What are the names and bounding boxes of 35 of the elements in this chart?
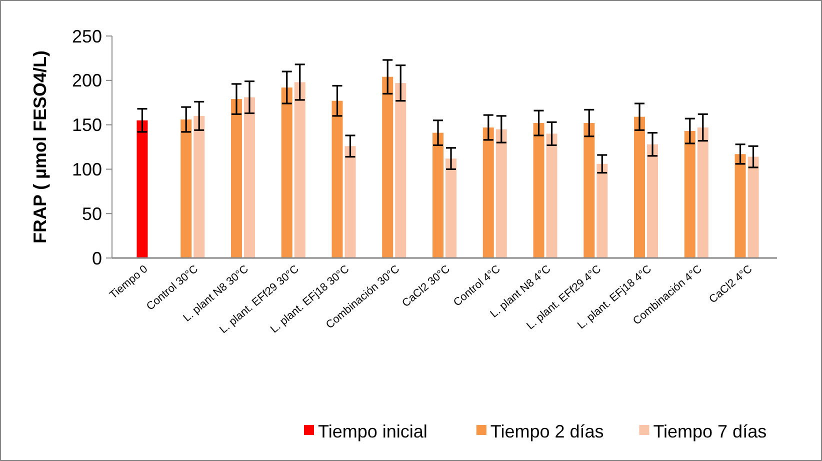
legend-label: Tiempo 7 días xyxy=(653,421,767,442)
bar xyxy=(446,158,456,258)
y-tick-label: 100 xyxy=(72,160,102,180)
bar xyxy=(734,154,746,258)
bar xyxy=(596,164,608,258)
bar xyxy=(344,146,356,258)
bar xyxy=(482,127,494,258)
bar xyxy=(294,82,306,258)
bar xyxy=(533,123,544,258)
bar xyxy=(432,132,444,258)
y-tick-label: 200 xyxy=(72,70,102,91)
bar xyxy=(230,99,242,258)
bar xyxy=(496,129,507,258)
bar xyxy=(748,156,759,258)
legend-label: Tiempo 2 días xyxy=(490,421,604,442)
bar xyxy=(634,116,646,258)
bar xyxy=(697,127,708,258)
bar xyxy=(382,76,394,258)
bar xyxy=(584,123,595,258)
bar xyxy=(281,88,292,258)
bar xyxy=(244,97,255,258)
y-tick-label: 50 xyxy=(82,204,102,224)
y-axis-title: FRAP ( µmol FESO4/L) xyxy=(30,50,50,244)
bar xyxy=(395,83,406,258)
bar xyxy=(332,100,343,258)
y-tick-label: 250 xyxy=(72,26,102,46)
bar xyxy=(180,119,192,258)
bar xyxy=(684,131,696,258)
bar xyxy=(546,134,558,258)
y-tick-label: 0 xyxy=(92,248,102,268)
legend-label: Tiempo inicial xyxy=(318,421,428,442)
bar xyxy=(647,144,658,258)
bar xyxy=(194,116,205,258)
y-tick-label: 150 xyxy=(72,115,102,136)
bar xyxy=(136,120,148,258)
